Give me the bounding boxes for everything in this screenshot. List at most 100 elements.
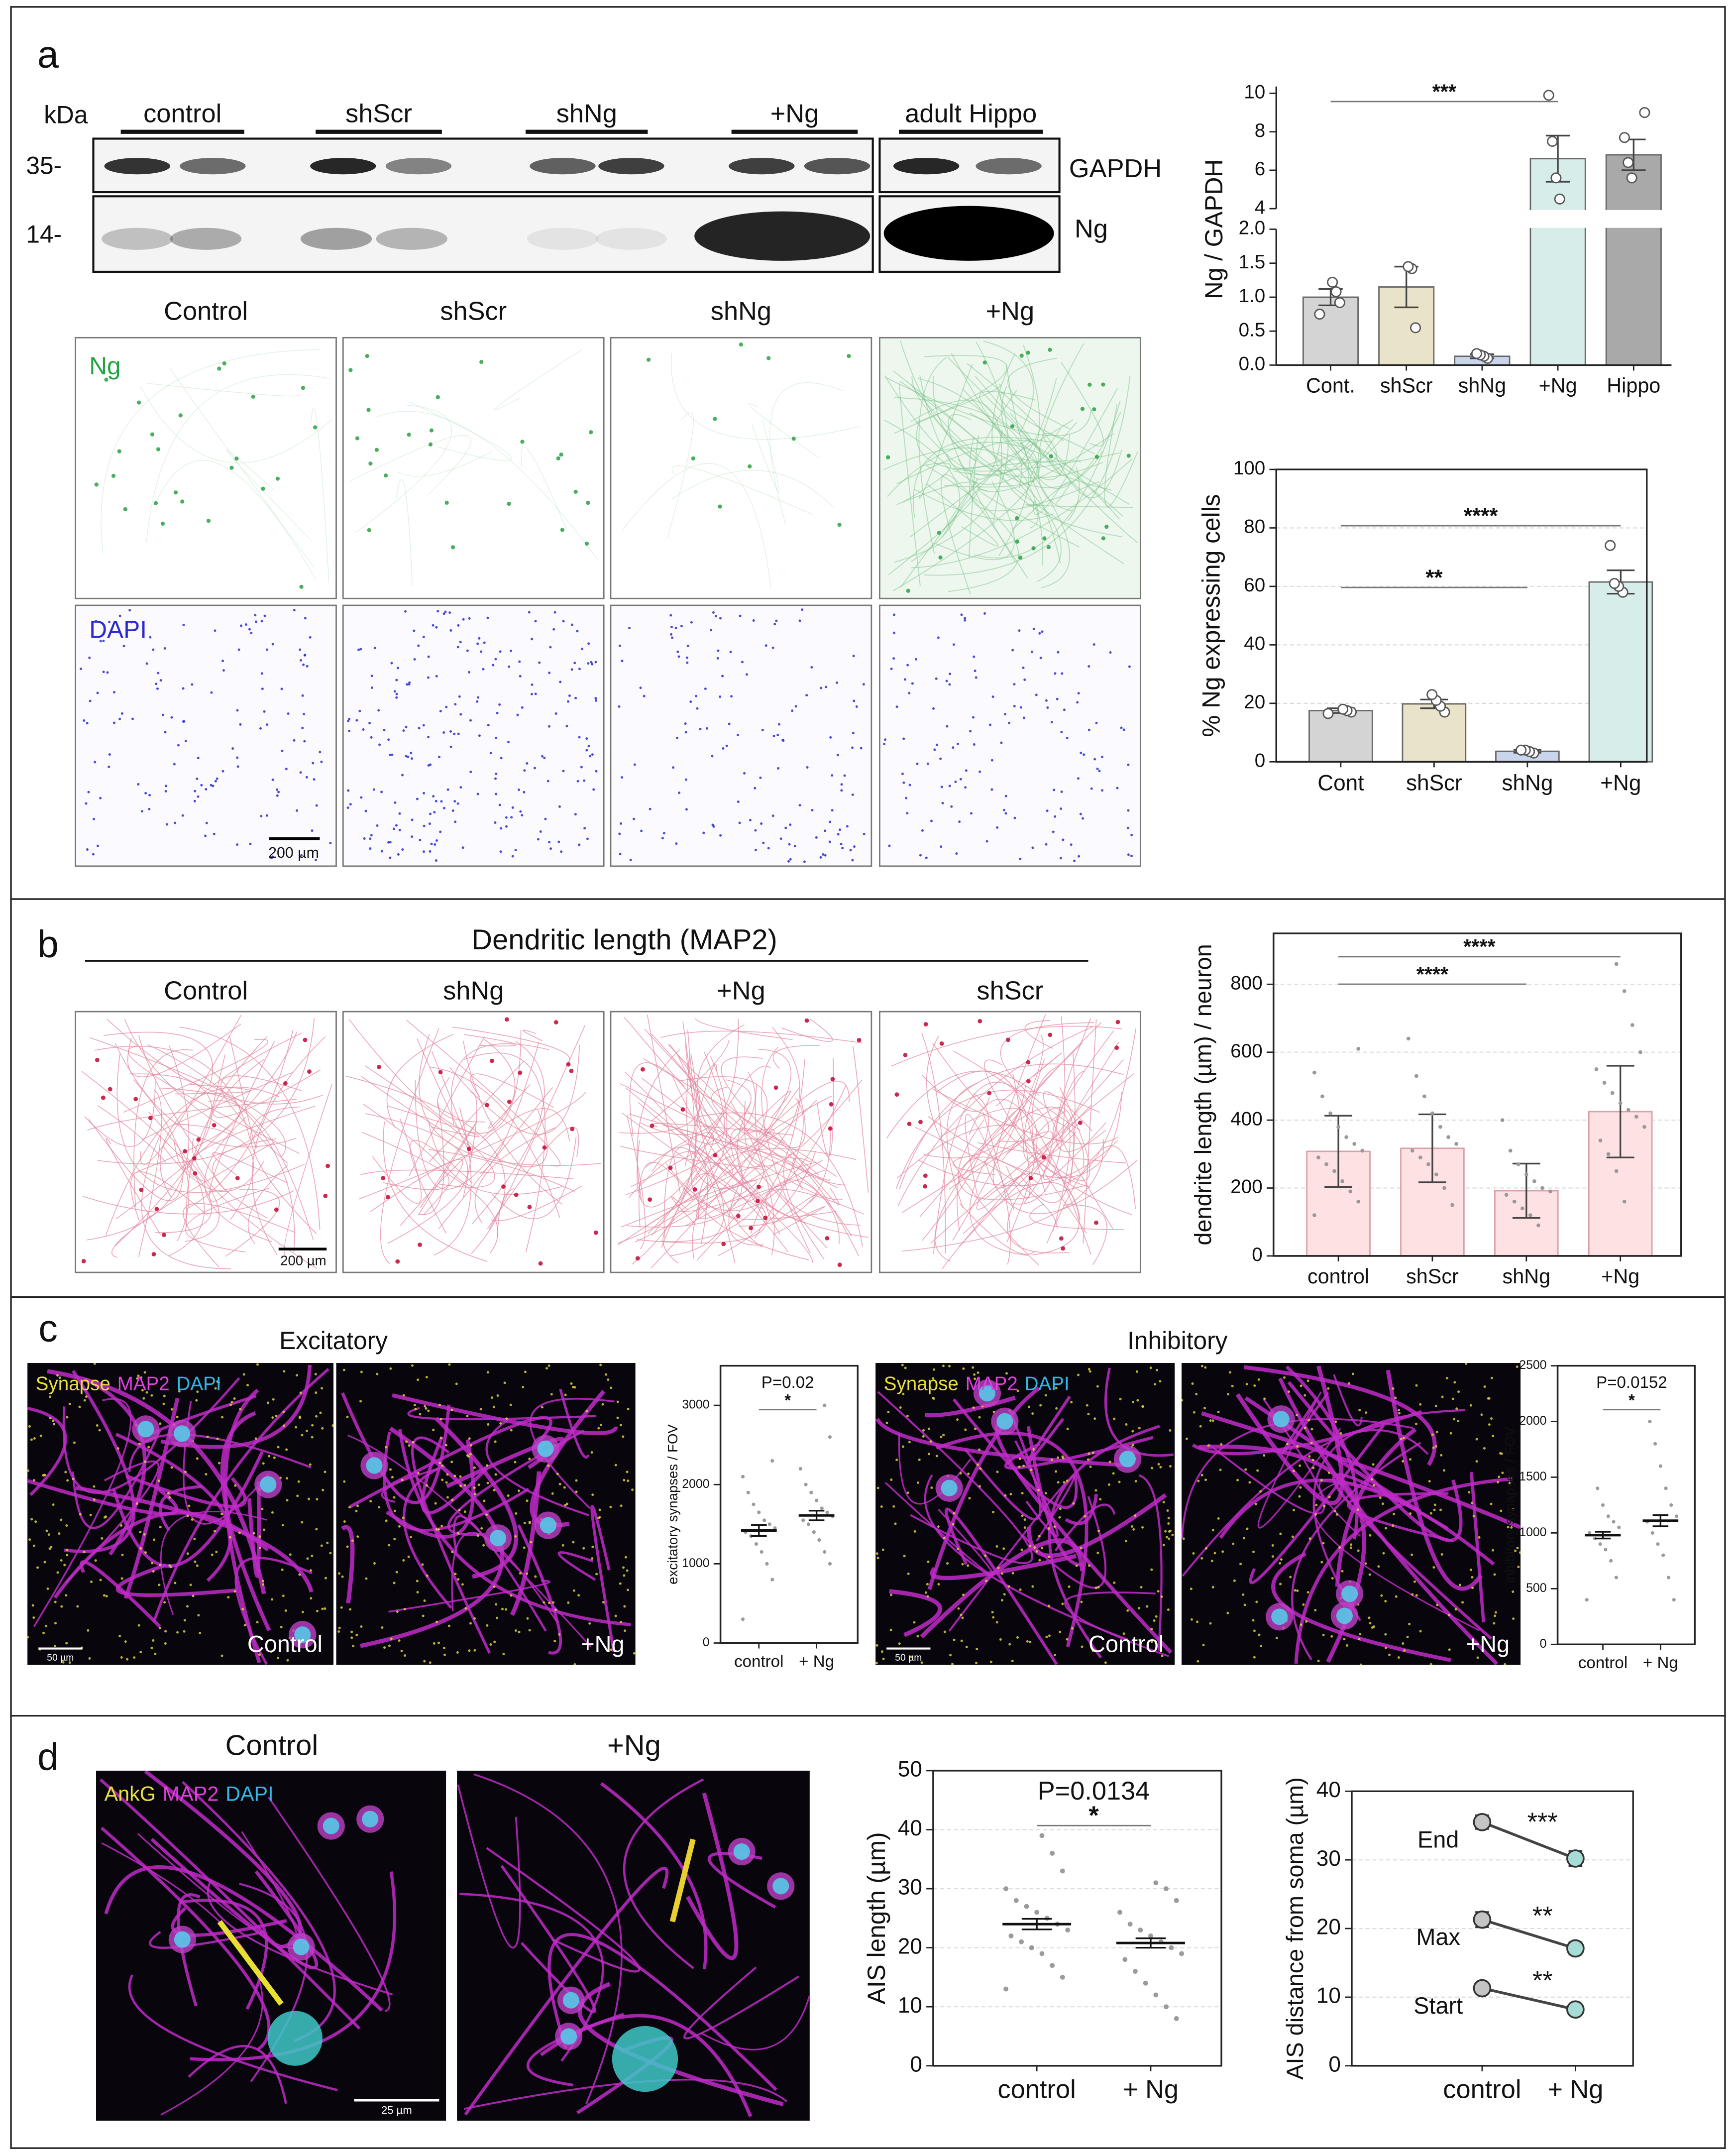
- image-texture: [930, 1554, 1077, 1581]
- image-texture: [1292, 1470, 1295, 1473]
- image-texture: [393, 1582, 396, 1585]
- image-texture: [594, 697, 597, 700]
- image-texture: [45, 1624, 48, 1627]
- image-texture: [580, 766, 583, 769]
- image-texture: [42, 1631, 45, 1634]
- image-texture: [315, 858, 318, 861]
- data-point: [1324, 1162, 1328, 1166]
- image-texture: [863, 832, 866, 835]
- image-texture: [1101, 382, 1105, 387]
- image-texture: [1252, 1550, 1255, 1553]
- image-texture: [505, 1608, 508, 1611]
- image-texture: [875, 1418, 1133, 1468]
- image-texture: [671, 636, 674, 639]
- image-texture: [889, 1589, 943, 1637]
- image-texture: [623, 1574, 626, 1577]
- image-texture: [378, 1506, 381, 1509]
- image-texture: [355, 436, 360, 441]
- image-texture: [922, 1435, 925, 1438]
- image-texture: [321, 1387, 324, 1390]
- image-texture: [296, 1374, 299, 1377]
- data-point: [1604, 1548, 1608, 1552]
- image-texture: [690, 621, 693, 624]
- y-axis-label: dendrite length (µm) / neuron: [1190, 944, 1216, 1245]
- image-texture: [919, 854, 922, 857]
- image-texture: [1019, 1458, 1022, 1461]
- image-texture: [597, 1517, 600, 1519]
- image-texture: [729, 651, 732, 654]
- image-texture: [984, 1159, 1138, 1215]
- image-texture: [1048, 347, 1052, 352]
- image-texture: [633, 817, 636, 820]
- image-texture: [1327, 1472, 1330, 1474]
- image-texture: [1448, 1648, 1451, 1651]
- image-texture: [1348, 1382, 1350, 1385]
- image-texture: [442, 612, 445, 615]
- y-axis-label: excitatory synapses / FOV: [665, 1424, 680, 1585]
- image-texture: [1035, 1550, 1038, 1553]
- image-texture: [121, 1554, 124, 1557]
- image-texture: [794, 705, 797, 708]
- image-texture: [935, 1455, 938, 1458]
- data-point: [1500, 1118, 1505, 1122]
- image-texture: [30, 1518, 33, 1521]
- image-texture: [1009, 1493, 1012, 1495]
- image-texture: [619, 853, 622, 856]
- image-texture: [102, 671, 105, 674]
- image-texture: [595, 770, 598, 773]
- image-texture: [445, 705, 448, 708]
- image-texture: [139, 1531, 142, 1534]
- image-texture: [518, 789, 520, 791]
- image-texture: [671, 465, 813, 515]
- image-texture: [217, 1381, 220, 1384]
- image-texture: [1195, 1393, 1198, 1395]
- image-texture: [675, 842, 678, 845]
- image-texture: [160, 1511, 267, 1615]
- image-texture: [1131, 1430, 1134, 1433]
- image-texture: [1516, 1547, 1519, 1550]
- image-texture: [1333, 1510, 1336, 1513]
- image-texture: [459, 1484, 462, 1487]
- image-texture: [108, 1087, 112, 1092]
- image-texture: [889, 1628, 892, 1631]
- image-texture: [917, 377, 1061, 564]
- x-tick-label: + Ng: [1547, 2075, 1603, 2104]
- image-texture: [168, 1564, 171, 1567]
- image-texture: [457, 624, 460, 627]
- image-texture: [924, 1474, 1129, 1641]
- image-texture: [443, 1653, 446, 1656]
- image-texture: [380, 850, 383, 853]
- image-texture: [447, 1429, 585, 1536]
- image-texture: [1228, 1371, 1231, 1374]
- image-texture: [105, 1594, 108, 1597]
- image-texture: [585, 737, 588, 740]
- image-texture: [1031, 1585, 1034, 1588]
- image-texture: [492, 1405, 495, 1408]
- image-texture: [839, 828, 842, 831]
- image-texture: [554, 1608, 557, 1611]
- image-texture: [372, 788, 375, 791]
- image-texture: [182, 1781, 336, 2042]
- column-title: shNg: [443, 976, 504, 1005]
- image-texture: [939, 1041, 944, 1046]
- image-texture: [211, 1553, 214, 1556]
- image-texture: [628, 627, 631, 630]
- image-texture: [892, 657, 895, 660]
- image-texture: [449, 745, 452, 748]
- image-texture: [684, 722, 687, 725]
- image-texture: [142, 1072, 293, 1140]
- image-texture: [1001, 386, 1112, 491]
- image-texture: [457, 1532, 460, 1535]
- image-texture: [1135, 1370, 1138, 1373]
- y-tick-label: 10: [1244, 82, 1265, 103]
- image-texture: [184, 739, 187, 742]
- image-texture: [120, 1524, 122, 1527]
- data-point: [760, 1550, 763, 1554]
- image-texture: [1015, 516, 1019, 521]
- image-texture: [906, 588, 910, 593]
- image-texture: [182, 623, 185, 626]
- image-texture: [485, 1419, 589, 1516]
- image-texture: [1165, 1536, 1168, 1539]
- image-texture: [435, 839, 438, 842]
- image-texture: [1310, 1442, 1313, 1445]
